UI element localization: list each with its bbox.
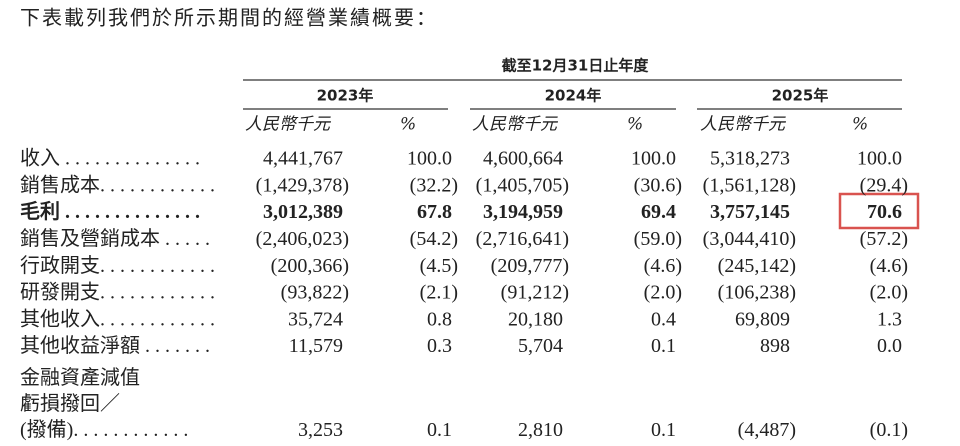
unit-label: % (852, 115, 868, 135)
cell: (1,429,378) (256, 174, 349, 196)
cell: 11,579 (289, 335, 343, 357)
cell: 0.1 (427, 419, 452, 441)
cell: 3,757,145 (710, 201, 790, 223)
cell: 3,194,959 (483, 201, 563, 223)
cell: 3,012,389 (263, 201, 343, 223)
cell: 5,318,273 (710, 148, 790, 170)
cell: 70.6 (867, 201, 902, 223)
cell: (2,716,641) (476, 228, 569, 250)
cell: (209,777) (491, 255, 569, 277)
cell: (4.6) (870, 255, 908, 277)
unit-label: 人民幣千元 (472, 115, 559, 135)
cell: (54.2) (410, 228, 458, 250)
year-header: 2023年 (317, 87, 374, 105)
intro: 下表載列我們於所示期間的經營業績概要： (20, 7, 438, 30)
cell: 4,441,767 (263, 148, 343, 170)
cell: 4,600,664 (483, 148, 563, 170)
cell: (4.5) (420, 255, 458, 277)
cell: (200,366) (271, 255, 349, 277)
cell: 67.8 (417, 201, 452, 223)
cell: (3,044,410) (703, 228, 796, 250)
cell: 3,253 (298, 419, 343, 441)
cell: 5,704 (518, 335, 563, 357)
cell: (29.4) (860, 174, 908, 196)
period-header: 截至12月31日止年度 (502, 57, 650, 75)
cell: 100.0 (631, 148, 676, 170)
cell: (1,405,705) (476, 174, 569, 196)
cell: 0.8 (427, 308, 452, 330)
row-label: 其他收益淨額 . . . . . . . (20, 334, 210, 357)
unit-label: % (627, 115, 643, 135)
cell: (2.1) (420, 282, 458, 304)
cell: 0.0 (877, 335, 902, 357)
cell: 35,724 (288, 308, 343, 330)
row-label: 金融資產減值 (20, 366, 140, 389)
row-label: 虧損撥回／ (20, 392, 120, 415)
cell: (59.0) (634, 228, 682, 250)
cell: 69,809 (735, 308, 790, 330)
unit-label: 人民幣千元 (245, 115, 332, 135)
cell: (4,487) (738, 419, 796, 441)
cell: (1,561,128) (703, 174, 796, 196)
cell: 0.1 (651, 419, 676, 441)
cell: (0.1) (870, 419, 908, 441)
unit-label: % (400, 115, 416, 135)
cell: (30.6) (634, 174, 682, 196)
cell: 0.3 (427, 335, 452, 357)
cell: (2.0) (644, 282, 682, 304)
unit-label: 人民幣千元 (700, 115, 787, 135)
cell: (4.6) (644, 255, 682, 277)
cell: 100.0 (857, 148, 902, 170)
cell: 1.3 (877, 308, 902, 330)
cell: 69.4 (641, 201, 676, 223)
highlight-box (838, 192, 920, 230)
row-label: 毛利 . . . . . . . . . . . . . . (20, 200, 200, 223)
cell: (106,238) (718, 282, 796, 304)
cell: (91,212) (501, 282, 569, 304)
cell: 0.4 (651, 308, 676, 330)
year-header: 2025年 (772, 87, 829, 105)
row-label: (撥備). . . . . . . . . . . . (20, 418, 188, 441)
cell: (2,406,023) (256, 228, 349, 250)
year-header: 2024年 (545, 87, 602, 105)
cell: 0.1 (651, 335, 676, 357)
cell: 100.0 (407, 148, 452, 170)
cell: 898 (760, 335, 790, 357)
row-label: 研發開支. . . . . . . . . . . . (20, 281, 215, 304)
row-label: 銷售及營銷成本 . . . . . (20, 227, 210, 250)
row-label: 收入 . . . . . . . . . . . . . . (20, 147, 200, 170)
cell: (57.2) (860, 228, 908, 250)
cell: (2.0) (870, 282, 908, 304)
cell: (245,142) (718, 255, 796, 277)
cell: (93,822) (281, 282, 349, 304)
row-label: 行政開支. . . . . . . . . . . . (20, 254, 215, 277)
row-label: 銷售成本. . . . . . . . . . . . (20, 173, 215, 196)
cell: (32.2) (410, 174, 458, 196)
cell: 2,810 (518, 419, 563, 441)
row-label: 其他收入. . . . . . . . . . . . (20, 307, 215, 330)
cell: 20,180 (508, 308, 563, 330)
